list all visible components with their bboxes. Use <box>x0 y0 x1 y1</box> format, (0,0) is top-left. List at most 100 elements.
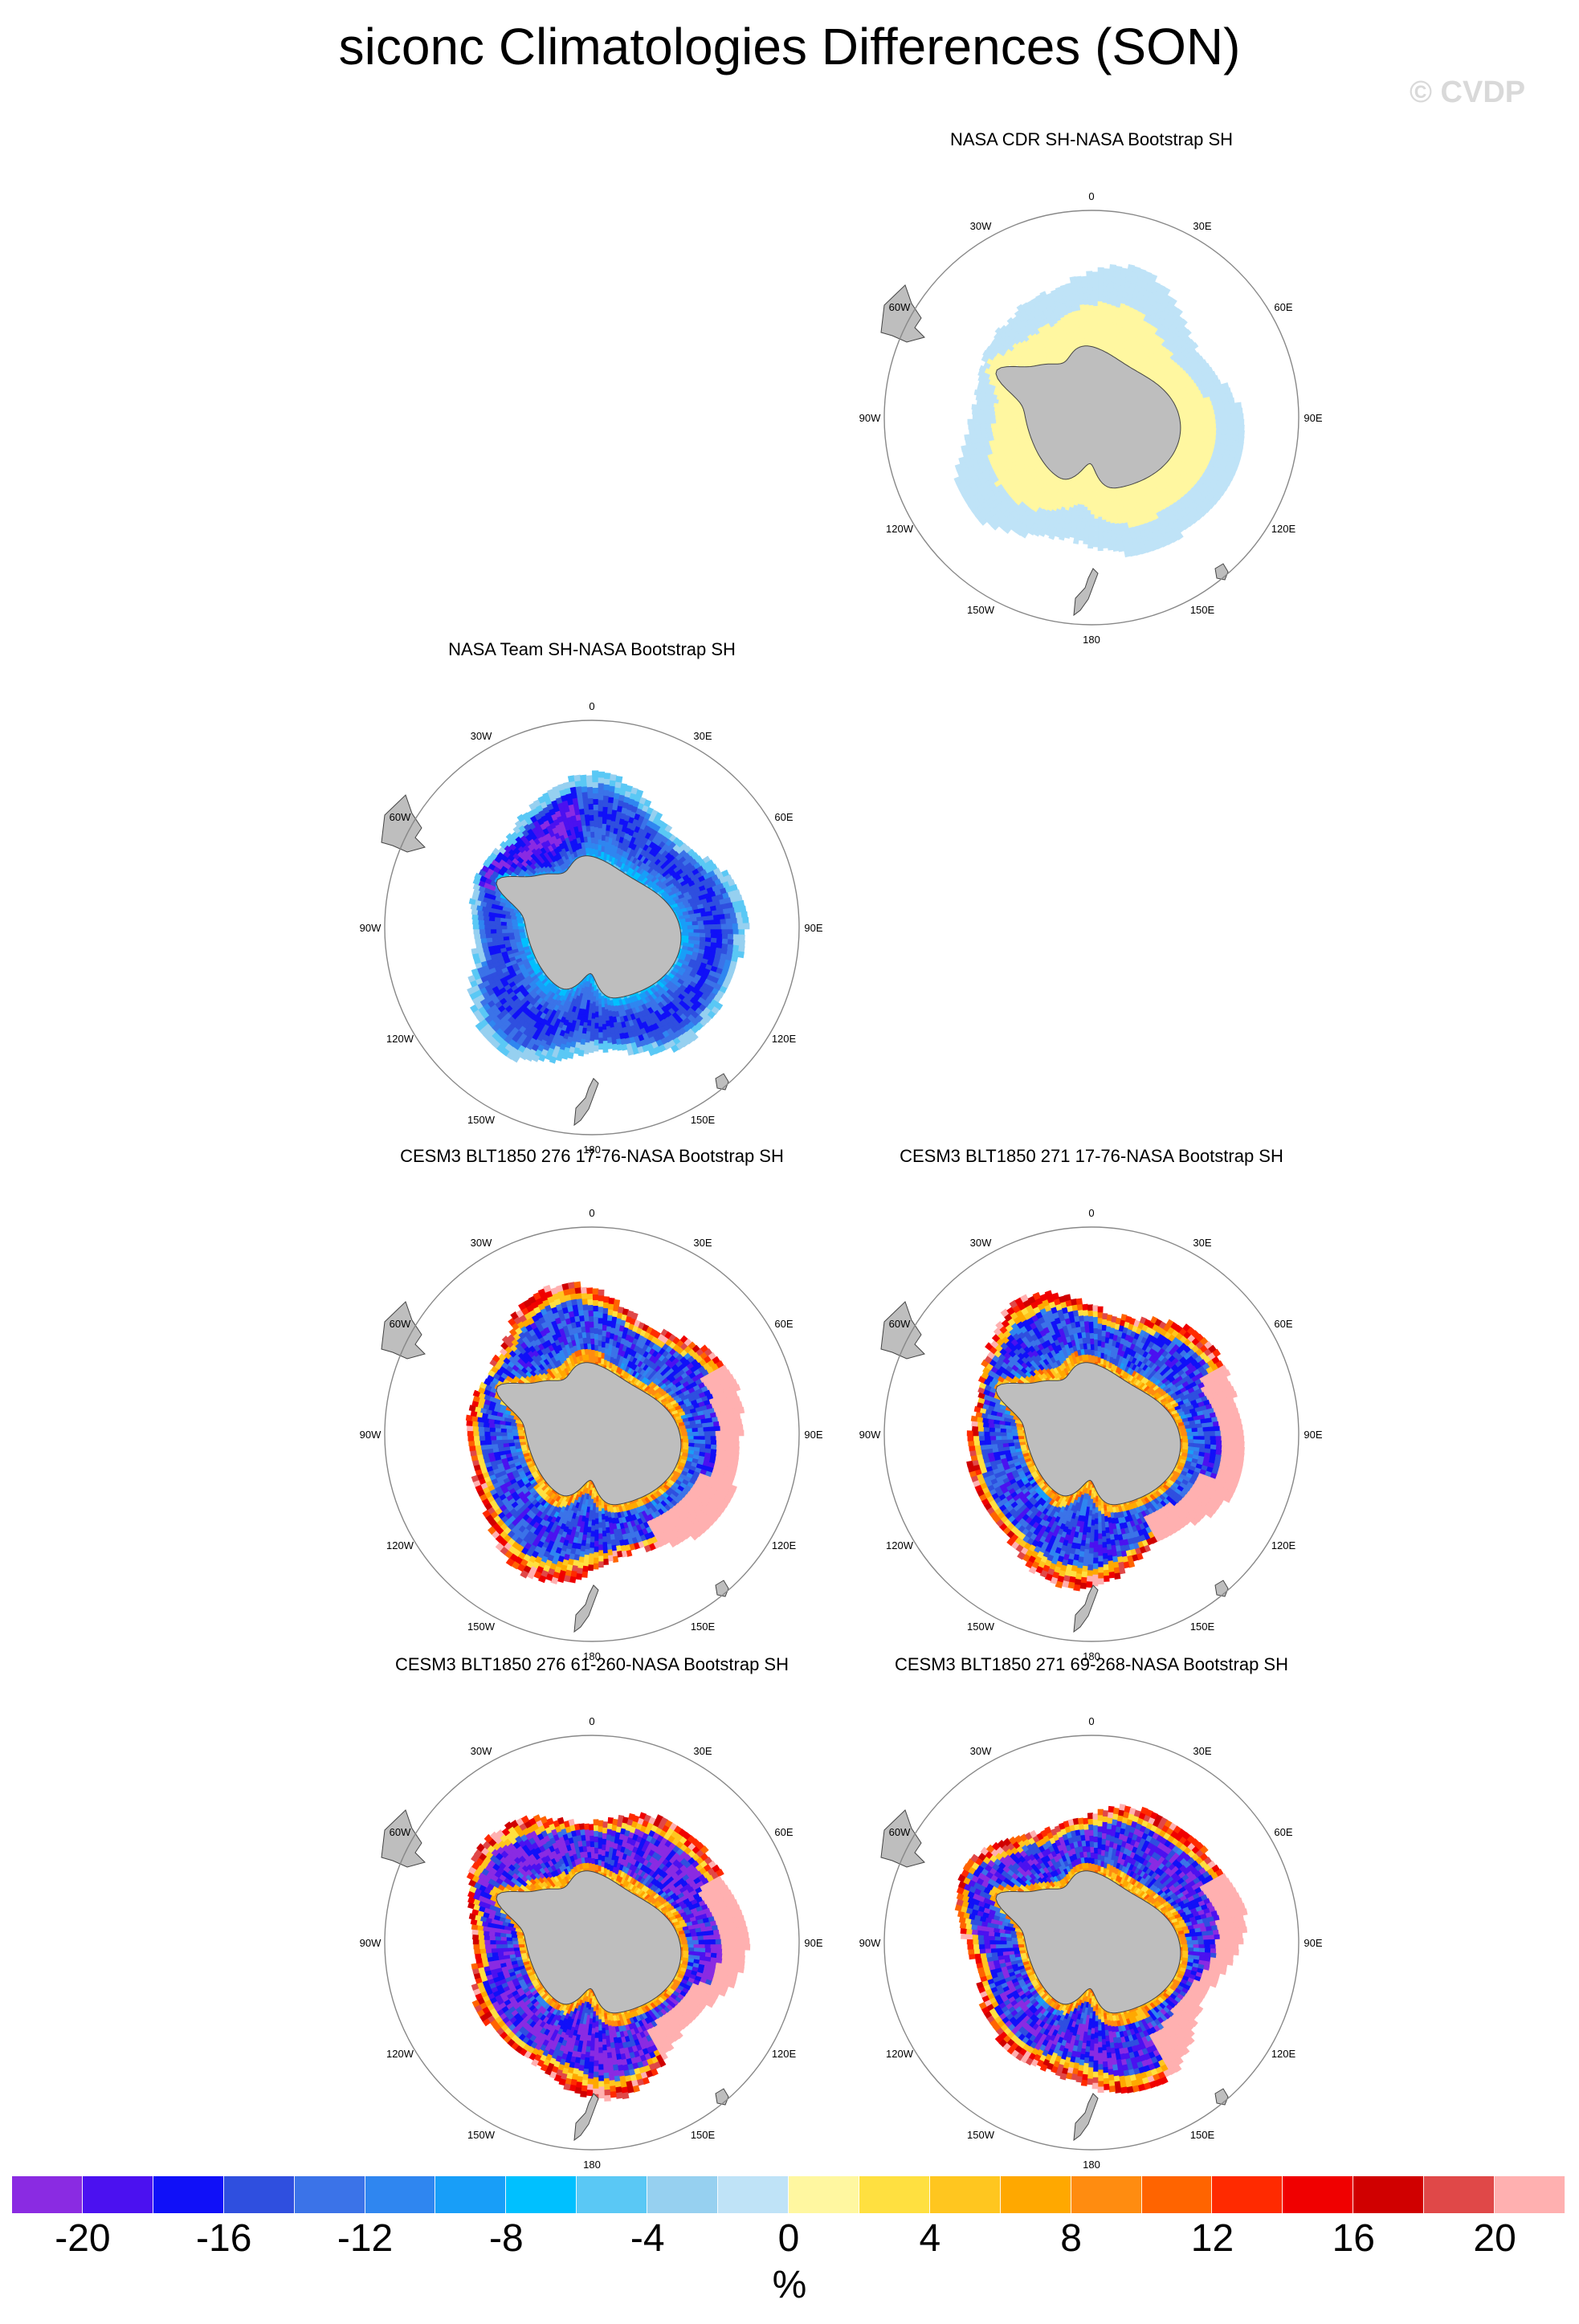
map-panel-276-61-260: CESM3 BLT1850 276 61-260-NASA Bootstrap … <box>335 1654 849 2200</box>
longitude-label: 0 <box>1088 190 1094 202</box>
colorbar <box>12 2176 1565 2213</box>
longitude-label: 90W <box>360 1937 381 1949</box>
colorbar-box <box>859 2176 930 2213</box>
colorbar-tick-label: -20 <box>55 2217 111 2260</box>
longitude-label: 90E <box>804 1429 822 1441</box>
antarctica-land <box>496 855 682 999</box>
longitude-label: 60E <box>1274 1318 1292 1330</box>
longitude-label: 120E <box>772 1033 797 1045</box>
map-panel-271-17-76: CESM3 BLT1850 271 17-76-NASA Bootstrap S… <box>834 1146 1348 1691</box>
longitude-label: 90W <box>360 922 381 934</box>
longitude-label: 60W <box>390 811 411 823</box>
longitude-label: 30E <box>693 730 712 742</box>
difference-field <box>465 1281 745 1584</box>
longitude-label: 150E <box>691 1114 716 1126</box>
panel-title: CESM3 BLT1850 271 17-76-NASA Bootstrap S… <box>900 1146 1283 1166</box>
panel-title: NASA CDR SH-NASA Bootstrap SH <box>949 129 1234 149</box>
longitude-label: 30E <box>1193 220 1211 232</box>
map-boundary-circle <box>384 720 800 1135</box>
colorbar-tick-label: -4 <box>630 2217 665 2260</box>
longitude-label: 120E <box>1271 523 1296 535</box>
longitude-label: 90E <box>1304 412 1322 424</box>
south-america-land <box>880 1809 925 1868</box>
longitude-label: 180 <box>583 1144 601 1156</box>
longitude-label: 0 <box>589 700 594 712</box>
longitude-label: 30E <box>693 1745 712 1757</box>
south-america-land <box>381 1301 426 1360</box>
longitude-label: 150W <box>467 1114 496 1126</box>
colorbar-tick-label: 4 <box>919 2217 941 2260</box>
longitude-label: 120E <box>1271 1539 1296 1551</box>
map-panel-cdr: NASA CDR SH-NASA Bootstrap SH 0 30E 60E 90E… <box>834 129 1348 675</box>
longitude-label: 30W <box>970 1237 992 1249</box>
colorbar-box <box>365 2176 436 2213</box>
longitude-label: 180 <box>1083 634 1100 646</box>
longitude-label: 60W <box>889 1826 911 1838</box>
longitude-label: 30E <box>1193 1745 1211 1757</box>
longitude-label: 30W <box>471 730 492 742</box>
colorbar-tick-label: -12 <box>337 2217 394 2260</box>
colorbar-box <box>1071 2176 1142 2213</box>
panel-title: CESM3 BLT1850 276 61-260-NASA Bootstrap … <box>395 1654 789 1674</box>
longitude-label: 120W <box>886 1539 914 1551</box>
longitude-label: 180 <box>583 2159 601 2171</box>
tasmania-land <box>715 2088 729 2106</box>
longitude-label: 150E <box>691 2129 716 2141</box>
antarctica-land <box>995 1362 1181 1506</box>
polar-map: 0 30E 60E 90E 120E 150E 180 150W 120W 90W 60W 30W <box>859 190 1323 646</box>
longitude-label: 90E <box>804 922 822 934</box>
antarctica-land <box>995 345 1181 489</box>
polar-map: 0 30E 60E 90E 120E 150E 180 150W 120W 90W 60W 30W <box>859 1715 1323 2171</box>
antarctica-land <box>496 1870 682 2014</box>
longitude-label: 90W <box>859 1429 881 1441</box>
tasmania-land <box>715 1073 729 1091</box>
new-zealand-land <box>573 2093 599 2142</box>
longitude-label: 60W <box>390 1318 411 1330</box>
colorbar-box <box>1141 2176 1213 2213</box>
colorbar-tick-label: 8 <box>1060 2217 1082 2260</box>
longitude-label: 90E <box>804 1937 822 1949</box>
panel-title: CESM3 BLT1850 271 69-268-NASA Bootstrap … <box>895 1654 1288 1674</box>
map-boundary-circle <box>883 1226 1300 1642</box>
map-boundary-circle <box>883 210 1300 626</box>
tasmania-land <box>1214 1580 1229 1597</box>
colorbar-box <box>12 2176 83 2213</box>
longitude-label: 90W <box>859 412 881 424</box>
longitude-label: 120W <box>886 523 914 535</box>
longitude-label: 90W <box>360 1429 381 1441</box>
longitude-label: 0 <box>589 1715 594 1727</box>
colorbar-box <box>506 2176 577 2213</box>
polar-map: 0 30E 60E 90E 120E 150E 180 150W 120W 90W 60W 30W <box>859 1207 1323 1662</box>
colorbar-tick-label: 16 <box>1332 2217 1375 2260</box>
colorbar-tick-label: 12 <box>1190 2217 1234 2260</box>
colorbar-box <box>82 2176 153 2213</box>
new-zealand-land <box>1073 1584 1099 1633</box>
new-zealand-land <box>573 1584 599 1633</box>
figure-title: siconc Climatologies Differences (SON) <box>338 18 1241 75</box>
longitude-label: 60E <box>774 1318 793 1330</box>
colorbar-box <box>153 2176 224 2213</box>
colorbar-tick-label: 20 <box>1473 2217 1516 2260</box>
polar-map: 0 30E 60E 90E 120E 150E 180 150W 120W 90W 60W 30W <box>360 1207 823 1662</box>
colorbar-box <box>577 2176 648 2213</box>
longitude-label: 90W <box>859 1937 881 1949</box>
longitude-label: 60E <box>774 1826 793 1838</box>
longitude-label: 90E <box>1304 1429 1322 1441</box>
longitude-label: 150W <box>967 2129 995 2141</box>
cvdp-watermark: © CVDP <box>1410 75 1526 109</box>
tasmania-land <box>715 1580 729 1597</box>
longitude-label: 0 <box>1088 1715 1094 1727</box>
map-boundary-circle <box>384 1226 800 1642</box>
longitude-label: 30E <box>693 1237 712 1249</box>
panel-title: NASA Team SH-NASA Bootstrap SH <box>448 639 736 659</box>
longitude-label: 150E <box>1190 604 1215 616</box>
longitude-label: 30W <box>471 1745 492 1757</box>
south-america-land <box>880 1301 925 1360</box>
colorbar-box <box>718 2176 789 2213</box>
longitude-label: 30W <box>471 1237 492 1249</box>
longitude-label: 150E <box>1190 2129 1215 2141</box>
antarctica-land <box>496 1362 682 1506</box>
longitude-label: 60E <box>1274 1826 1292 1838</box>
longitude-label: 120W <box>386 2048 414 2060</box>
colorbar-tick-label: -8 <box>489 2217 524 2260</box>
